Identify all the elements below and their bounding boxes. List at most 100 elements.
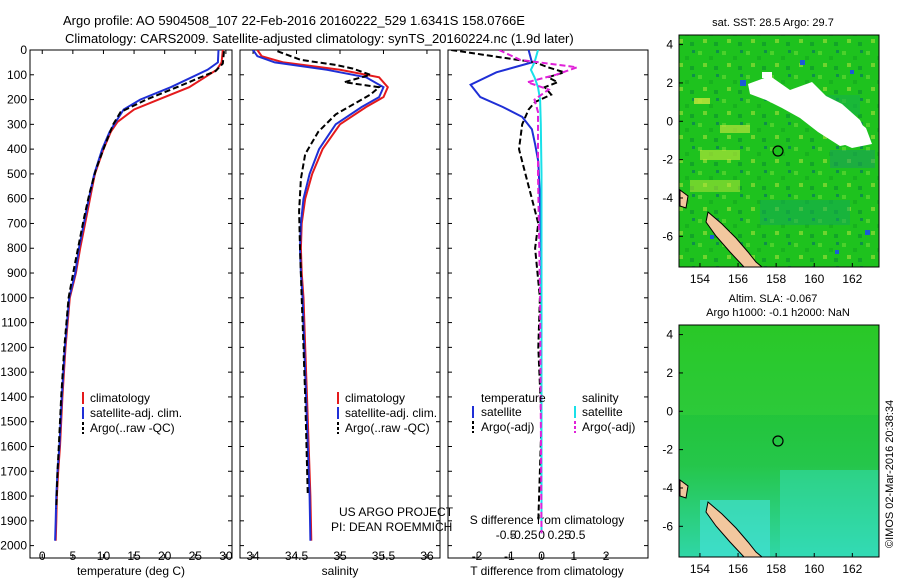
difference-panel: [447, 49, 649, 559]
lat-tick-label: -4: [662, 191, 673, 205]
temperature-axis-label: temperature (deg C): [77, 564, 185, 578]
lon-tick-label: 154: [690, 272, 710, 286]
temperature-lines: [54, 50, 225, 541]
difference-lines: [451, 50, 578, 534]
legend-climatology-label: climatology: [345, 391, 405, 405]
lat-tick-label: -4: [662, 481, 673, 495]
lon-tick-label: 156: [728, 272, 748, 286]
lon-tick-label: 160: [804, 272, 824, 286]
series-line-climatology: [256, 50, 389, 541]
series-line-satellite: [54, 50, 220, 541]
salinity-legend: climatology satellite-adj. clim. Argo(..…: [337, 391, 437, 435]
salinity-axis-label: salinity: [322, 564, 359, 578]
header-line-2: Climatology: CARS2009. Satellite-adjuste…: [65, 31, 574, 46]
depth-tick-label: 300: [7, 117, 27, 131]
legend-temp-argo-label: Argo(-adj): [481, 420, 534, 434]
difference-axis-label: T difference from climatology: [470, 564, 624, 578]
lat-tick-label: 2: [666, 366, 673, 380]
depth-tick-label: 1200: [0, 340, 27, 354]
depth-tick-label: 700: [7, 216, 27, 230]
t-tick-label: -1: [504, 549, 515, 563]
s-tick-label: -0.5: [496, 528, 517, 542]
x-tick-label: 10: [97, 549, 111, 563]
lon-tick-label: 158: [766, 562, 786, 576]
difference-x-axis: -2 -1 0 1 2 -0.5-0.25 0 0.250.5: [472, 528, 610, 563]
lat-tick-label: 4: [666, 38, 673, 52]
x-tick-label: 34: [246, 549, 260, 563]
lat-tick-label: -6: [662, 519, 673, 533]
header-line-1: Argo profile: AO 5904508_107 22-Feb-2016…: [63, 13, 525, 28]
imos-timestamp: ©IMOS 02-Mar-2016 20:38:34: [884, 400, 896, 548]
legend-satellite-label: satellite-adj. clim.: [90, 406, 182, 420]
depth-tick-label: 400: [7, 142, 27, 156]
lon-tick-label: 160: [804, 562, 824, 576]
salinity-lines: [252, 50, 389, 541]
depth-tick-label: 900: [7, 266, 27, 280]
temperature-x-axis: 0 5 10 15 20 25 30: [39, 50, 233, 563]
lat-tick-label: -2: [662, 443, 673, 457]
legend-temp-satellite-label: satellite: [481, 405, 522, 419]
lat-tick-label: 0: [666, 404, 673, 418]
lon-tick-label: 158: [766, 272, 786, 286]
s-tick-label: 0.25: [548, 528, 572, 542]
depth-tick-label: 1000: [0, 291, 27, 305]
sst-map-axes: 154 156 158 160 162 4 2 0 -2 -4 -6: [662, 38, 862, 286]
depth-tick-label: 1500: [0, 415, 27, 429]
depth-tick-label: 1700: [0, 464, 27, 478]
t-tick-label: -2: [472, 549, 483, 563]
lat-tick-label: 0: [666, 114, 673, 128]
series-line-sal-satellite: [529, 50, 543, 534]
sst-map-title: sat. SST: 28.5 Argo: 29.7: [712, 17, 834, 29]
s-difference-axis-label: S difference from climatology: [470, 513, 625, 527]
legend-salinity-title: salinity: [582, 391, 619, 405]
depth-tick-label: 1100: [1, 316, 27, 330]
depth-tick-label: 1900: [0, 514, 27, 528]
argo-location-marker: [772, 145, 784, 157]
x-tick-label: 35.5: [372, 549, 396, 563]
legend-climatology-label: climatology: [90, 391, 150, 405]
series-line-temp-satellite: [469, 50, 543, 534]
t-tick-label: 1: [570, 549, 577, 563]
sst-map: [678, 34, 880, 268]
credit-project: US ARGO PROJECT: [339, 505, 454, 519]
series-line-argo: [55, 51, 225, 509]
lon-tick-label: 154: [690, 562, 710, 576]
legend-temperature-title: temperature: [481, 391, 546, 405]
legend-sal-satellite-label: satellite: [582, 405, 623, 419]
legend-argo-label: Argo(..raw -QC): [90, 421, 175, 435]
lat-tick-label: 2: [666, 76, 673, 90]
depth-tick-label: 2000: [0, 539, 27, 553]
depth-tick-label: 500: [7, 167, 27, 181]
lon-tick-label: 156: [728, 562, 748, 576]
depth-tick-label: 1300: [0, 365, 27, 379]
depth-tick-label: 0: [20, 43, 27, 57]
lat-tick-label: -6: [662, 229, 673, 243]
credit-pi: PI: DEAN ROEMMICH: [331, 520, 452, 534]
depth-tick-label: 1600: [0, 439, 27, 453]
series-line-temp-argo: [451, 50, 568, 521]
x-tick-label: 15: [127, 549, 141, 563]
sla-map-title-1: Altim. SLA: -0.067: [729, 293, 818, 305]
legend-argo-label: Argo(..raw -QC): [345, 421, 430, 435]
depth-tick-label: 800: [7, 241, 27, 255]
salinity-panel: [239, 49, 441, 559]
depth-tick-label: 100: [7, 68, 27, 82]
legend-satellite-label: satellite-adj. clim.: [345, 406, 437, 420]
lon-tick-label: 162: [842, 272, 862, 286]
series-line-satellite: [252, 50, 385, 541]
x-tick-label: 20: [158, 549, 172, 563]
lat-tick-label: 4: [666, 328, 673, 342]
sla-map-axes: 154 156 158 160 162 4 2 0 -2 -4 -6: [662, 328, 862, 576]
x-tick-label: 36: [420, 549, 434, 563]
series-line-argo: [277, 50, 382, 497]
series-line-sal-argo: [498, 50, 578, 534]
x-tick-label: 35: [333, 549, 347, 563]
legend-sal-argo-label: Argo(-adj): [582, 420, 635, 434]
depth-tick-label: 1400: [0, 390, 27, 404]
s-tick-label: -0.25: [510, 528, 538, 542]
sla-map: [678, 324, 880, 558]
salinity-x-axis: 34 34.5 35 35.5 36: [246, 50, 434, 563]
s-tick-label: 0: [538, 528, 545, 542]
depth-tick-label: 600: [7, 192, 27, 206]
